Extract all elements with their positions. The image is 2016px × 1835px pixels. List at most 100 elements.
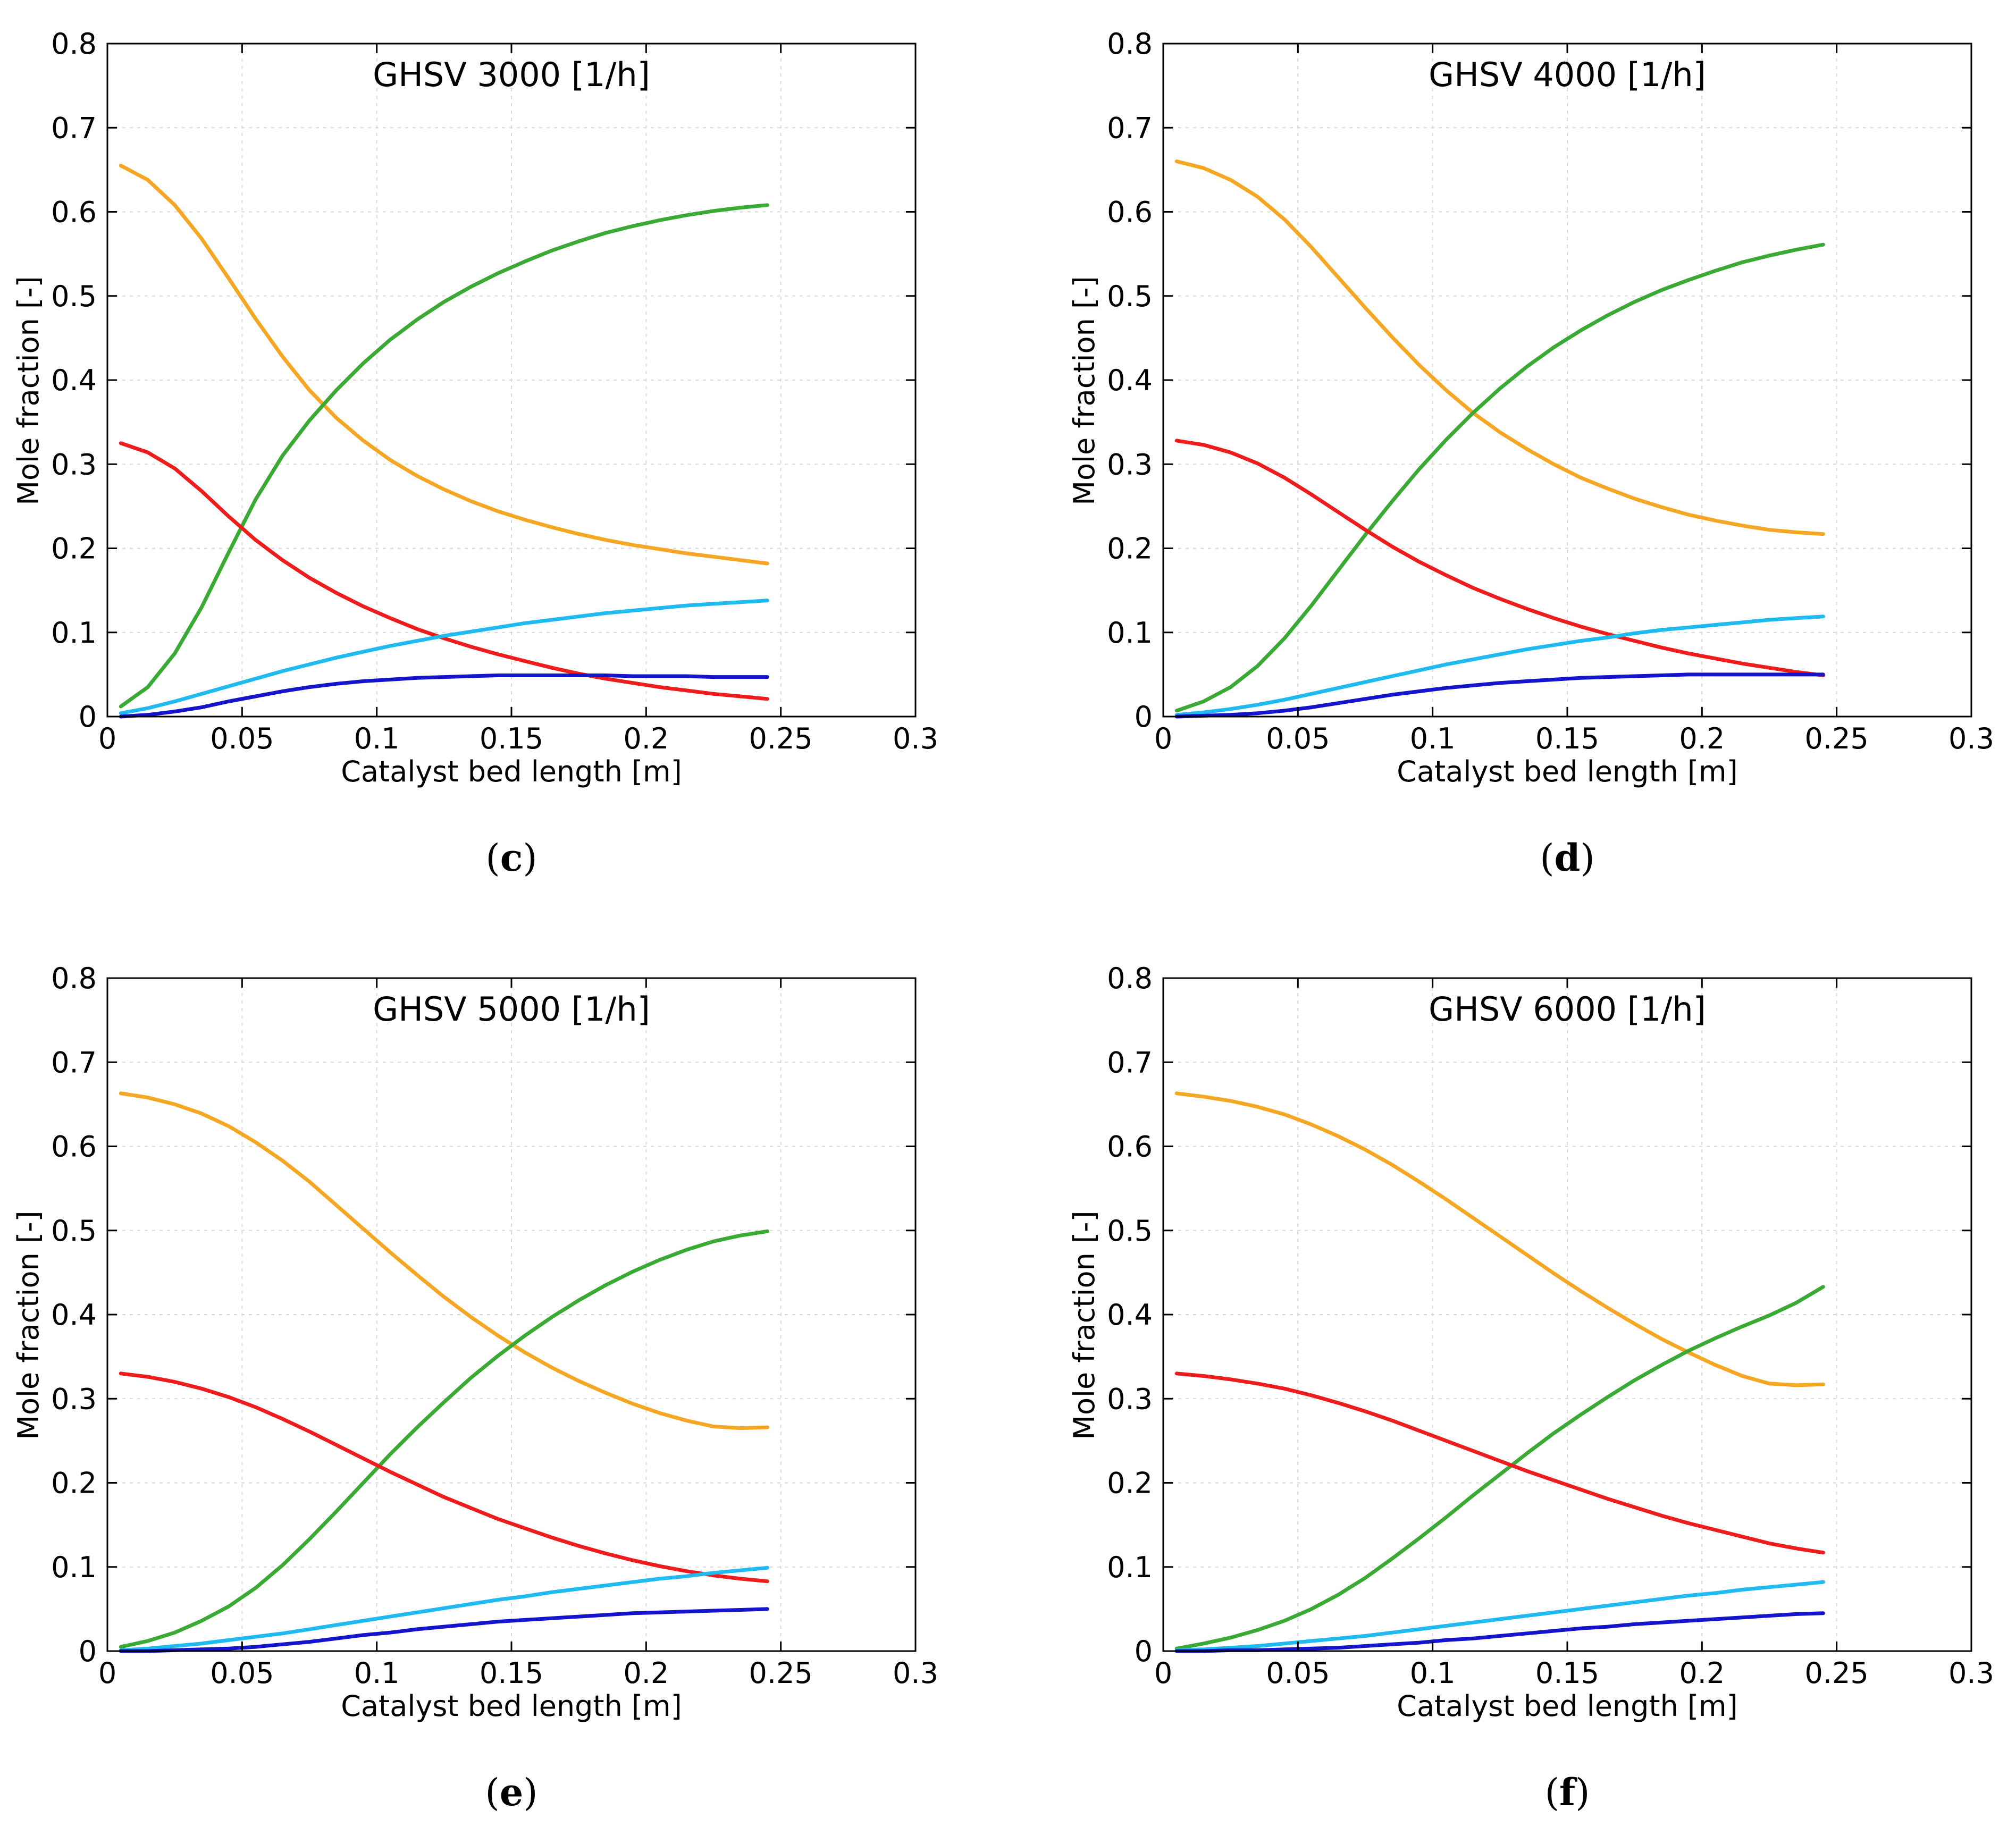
chart-panel-e: 0 0.05 0.1 0.15 0.2 0.25 0.3 0 0.1 0.2 0.3 0.4 0.5 0.… [12, 962, 938, 1814]
x-tick-label: 0.05 [210, 722, 274, 755]
series-line-red [1174, 1371, 1825, 1555]
y-tick-label: 0.4 [1107, 1298, 1153, 1332]
y-tick-label: 0.6 [1107, 196, 1153, 229]
y-tick-label: 0.2 [1107, 1467, 1153, 1500]
panel-caption: (e) [485, 1770, 537, 1814]
x-tick-label: 0.05 [210, 1656, 274, 1690]
y-tick-label: 0.4 [51, 364, 97, 397]
chart-panel-d: 0 0.05 0.1 0.15 0.2 0.25 0.3 0 0.1 0.2 0.3 0.4 0.5 0.… [1068, 27, 1994, 880]
series-line-orange [119, 164, 769, 566]
y-tick-label: 0.7 [51, 1046, 97, 1079]
x-tick-label: 0.3 [893, 1656, 938, 1690]
caption-close-paren: ) [523, 1771, 537, 1814]
series-line-green [1174, 242, 1825, 713]
y-tick-label: 0.5 [51, 280, 97, 313]
y-tick-label: 0.7 [1107, 111, 1153, 145]
x-tick-label: 0.2 [1679, 1656, 1725, 1690]
caption-open-paren: ( [485, 1771, 499, 1814]
y-tick-label: 0.3 [1107, 1382, 1153, 1416]
x-axis-label: Catalyst bed length [m] [1397, 755, 1737, 788]
y-tick-label: 0.5 [1107, 1214, 1153, 1248]
panel-caption: (d) [1540, 836, 1595, 880]
caption-open-paren: ( [485, 836, 500, 880]
y-tick-label: 0.7 [51, 111, 97, 145]
x-tick-label: 0.15 [1535, 1656, 1599, 1690]
x-tick-label: 0.1 [354, 722, 400, 755]
x-tick-label: 0 [1154, 722, 1172, 755]
y-tick-label: 0.4 [1107, 364, 1153, 397]
y-axis-label: Mole fraction [-] [1068, 276, 1101, 505]
panel-title: GHSV 5000 [1/h] [373, 990, 650, 1029]
series-line-red [119, 1371, 769, 1584]
x-tick-label: 0.2 [623, 722, 669, 755]
y-tick-label: 0.8 [51, 962, 97, 995]
x-tick-label: 0 [1154, 1656, 1172, 1690]
y-axis-label: Mole fraction [-] [1068, 1210, 1101, 1440]
series-line-orange [1174, 159, 1825, 536]
caption-letter: f [1559, 1770, 1577, 1814]
x-tick-label: 0.1 [1410, 1656, 1456, 1690]
y-tick-label: 0.6 [51, 1130, 97, 1164]
y-tick-label: 0.5 [51, 1214, 97, 1248]
y-axis-label: Mole fraction [-] [12, 1210, 45, 1440]
y-tick-label: 0 [1135, 1635, 1153, 1668]
x-axis-label: Catalyst bed length [m] [341, 1689, 682, 1723]
caption-open-paren: ( [1545, 1771, 1559, 1814]
caption-letter: c [500, 836, 523, 880]
series-line-green [119, 1229, 769, 1649]
x-tick-label: 0.15 [1535, 722, 1599, 755]
y-tick-label: 0.8 [51, 27, 97, 61]
x-tick-label: 0.2 [623, 1656, 669, 1690]
y-tick-label: 0.1 [51, 1551, 97, 1584]
x-axis-label: Catalyst bed length [m] [1397, 1689, 1737, 1723]
x-tick-label: 0.25 [749, 1656, 813, 1690]
chart-panel-c: 0 0.05 0.1 0.15 0.2 0.25 0.3 0 0.1 0.2 0.3 0.4 0.5 0.… [12, 27, 938, 880]
caption-letter: d [1555, 836, 1581, 880]
panel-title: GHSV 3000 [1/h] [373, 55, 650, 94]
y-tick-label: 0.2 [51, 532, 97, 566]
chart-panel-f: 0 0.05 0.1 0.15 0.2 0.25 0.3 0 0.1 0.2 0.3 0.4 0.5 0.… [1068, 962, 1994, 1814]
x-tick-label: 0.1 [354, 1656, 400, 1690]
caption-open-paren: ( [1540, 836, 1554, 880]
series-line-red [119, 441, 769, 701]
series-line-light-blue [1174, 615, 1825, 717]
y-tick-label: 0 [79, 700, 97, 734]
series-line-dark-blue [1174, 1611, 1825, 1653]
y-tick-label: 0.1 [51, 616, 97, 650]
series-line-dark-blue [1174, 672, 1825, 719]
y-tick-label: 0.1 [1107, 616, 1153, 650]
caption-close-paren: ) [1575, 1771, 1590, 1814]
panel-caption: (c) [485, 836, 537, 880]
x-tick-label: 0.3 [893, 722, 938, 755]
x-tick-label: 0.25 [749, 722, 813, 755]
x-tick-label: 0.2 [1679, 722, 1725, 755]
series-line-orange [1174, 1091, 1825, 1387]
y-tick-label: 0.3 [51, 1382, 97, 1416]
y-tick-label: 0.5 [1107, 280, 1153, 313]
x-tick-label: 0.3 [1948, 1656, 1994, 1690]
x-tick-label: 0.1 [1410, 722, 1456, 755]
caption-close-paren: ) [1580, 836, 1594, 880]
x-tick-label: 0.25 [1805, 722, 1869, 755]
series-line-light-blue [119, 599, 769, 716]
x-tick-label: 0 [98, 1656, 116, 1690]
y-tick-label: 0.1 [1107, 1551, 1153, 1584]
x-tick-label: 0.3 [1948, 722, 1994, 755]
x-tick-label: 0.05 [1266, 722, 1330, 755]
series-line-light-blue [1174, 1580, 1825, 1652]
series-line-green [1174, 1285, 1825, 1651]
y-axis-label: Mole fraction [-] [12, 276, 45, 505]
series-line-orange [119, 1091, 769, 1430]
y-tick-label: 0.4 [51, 1298, 97, 1332]
y-tick-label: 0 [79, 1635, 97, 1668]
y-tick-label: 0 [1135, 700, 1153, 734]
series-line-dark-blue [119, 1607, 769, 1653]
y-tick-label: 0.7 [1107, 1046, 1153, 1079]
caption-close-paren: ) [523, 836, 537, 880]
y-tick-label: 0.3 [1107, 448, 1153, 481]
series-line-light-blue [119, 1565, 769, 1652]
series-line-red [1174, 439, 1825, 677]
y-tick-label: 0.6 [51, 196, 97, 229]
x-tick-label: 0 [98, 722, 116, 755]
